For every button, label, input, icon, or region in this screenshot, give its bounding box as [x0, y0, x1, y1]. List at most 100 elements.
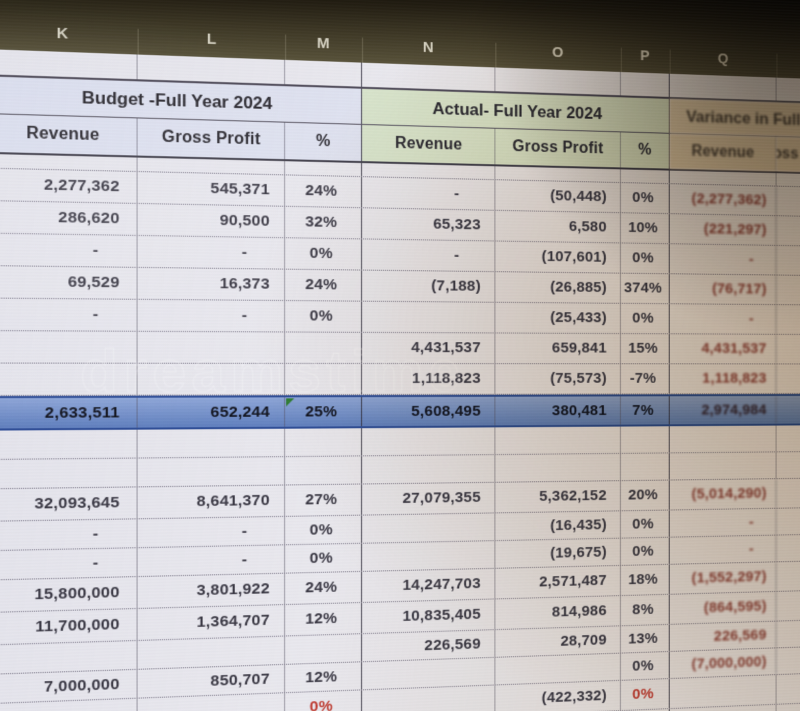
cell[interactable]: 11,700,000	[0, 609, 138, 645]
cell[interactable]: -	[0, 548, 138, 580]
cell[interactable]: 2,571,487	[495, 565, 621, 599]
cell[interactable]: (221,297)	[669, 214, 777, 245]
cell[interactable]: 0%	[285, 238, 363, 270]
cell[interactable]: 18%	[620, 564, 670, 596]
cell[interactable]	[620, 169, 670, 184]
cell[interactable]	[777, 508, 800, 534]
cell[interactable]: -	[137, 516, 286, 548]
cell[interactable]: 0%	[285, 515, 363, 545]
cell[interactable]	[285, 456, 363, 485]
cell[interactable]	[777, 703, 800, 711]
cell[interactable]: (2,277,362)	[669, 184, 777, 216]
cell[interactable]: 27,079,355	[362, 482, 496, 515]
cell[interactable]: 226,569	[669, 621, 777, 651]
subheader-cell[interactable]: Gross Profit	[137, 118, 286, 160]
cell[interactable]	[0, 640, 138, 674]
cell[interactable]: -	[0, 298, 138, 331]
cell[interactable]: 7%	[620, 396, 670, 425]
cell[interactable]: 25%	[285, 397, 363, 427]
cell[interactable]: 15,800,000	[0, 577, 138, 612]
subheader-cell[interactable]: %	[620, 132, 670, 169]
cell[interactable]	[777, 647, 800, 674]
cell[interactable]	[777, 535, 800, 562]
column-header-N[interactable]: N	[422, 38, 435, 57]
section-header-variance[interactable]: Variance in Full	[669, 98, 800, 138]
cell[interactable]	[777, 78, 800, 102]
cell[interactable]: 65,323	[362, 208, 496, 241]
cell[interactable]	[777, 173, 800, 186]
cell[interactable]: (19,675)	[495, 538, 621, 568]
cell[interactable]: 286,620	[0, 201, 138, 235]
cell[interactable]: -	[669, 244, 777, 275]
cell[interactable]: 7,000,000	[0, 669, 138, 704]
cell[interactable]: (107,601)	[495, 241, 621, 273]
subheader-cell[interactable]: Revenue	[669, 133, 777, 172]
cell[interactable]: 659,841	[495, 333, 621, 364]
cell[interactable]: 2,633,511	[0, 397, 138, 429]
cell[interactable]: 545,371	[137, 172, 286, 206]
cell[interactable]	[777, 216, 800, 245]
cell[interactable]: 24%	[285, 269, 363, 301]
cell[interactable]: 32,093,645	[0, 487, 138, 521]
cell[interactable]	[285, 363, 363, 395]
cell[interactable]	[0, 429, 138, 459]
cell[interactable]	[620, 71, 670, 97]
cell[interactable]	[285, 332, 363, 363]
cell[interactable]	[137, 457, 286, 487]
cell[interactable]	[495, 453, 621, 482]
cell[interactable]: 8%	[620, 594, 670, 626]
cell[interactable]: 0%	[620, 183, 670, 214]
cell[interactable]	[495, 653, 621, 685]
cell[interactable]	[777, 396, 800, 424]
cell[interactable]: (1,552,297)	[669, 562, 777, 594]
cell[interactable]	[495, 67, 621, 96]
column-header-O[interactable]: O	[552, 43, 565, 62]
cell[interactable]: 374%	[620, 273, 670, 304]
cell[interactable]	[777, 335, 800, 364]
cell[interactable]	[362, 427, 496, 456]
cell[interactable]: (26,885)	[495, 272, 621, 303]
cell[interactable]	[137, 636, 286, 669]
cell[interactable]: -	[669, 304, 777, 334]
cell[interactable]: (422,332)	[495, 680, 621, 711]
column-header-K[interactable]: K	[56, 24, 70, 43]
cell[interactable]	[669, 425, 777, 453]
cell[interactable]: 24%	[285, 175, 363, 208]
cell[interactable]: (25,433)	[495, 302, 621, 334]
cell[interactable]: 0%	[620, 679, 670, 711]
subheader-cell[interactable]: Gross Profit	[495, 128, 621, 168]
cell[interactable]: 12%	[285, 603, 363, 636]
cell[interactable]: 2,277,362	[0, 168, 138, 203]
cell[interactable]	[669, 73, 777, 101]
cell[interactable]: 1,118,823	[362, 363, 496, 395]
cell[interactable]	[362, 301, 496, 333]
cell[interactable]: -	[362, 239, 496, 272]
cell[interactable]: 32%	[285, 206, 363, 239]
cell[interactable]: 27%	[285, 484, 363, 516]
cell[interactable]: -7%	[620, 364, 670, 394]
cell[interactable]: 0%	[620, 651, 670, 680]
cell[interactable]: -	[0, 519, 138, 551]
cell[interactable]: 0%	[620, 537, 670, 565]
subheader-cell[interactable]: Gross Profit	[776, 136, 800, 173]
cell[interactable]: (7,000,000)	[669, 648, 777, 679]
cell[interactable]: -	[362, 177, 496, 210]
cell[interactable]: 0%	[620, 303, 670, 334]
cell[interactable]	[137, 331, 286, 363]
cell[interactable]: -	[137, 299, 286, 332]
cell[interactable]: 6,580	[495, 210, 621, 243]
cell[interactable]: 69,529	[0, 266, 138, 299]
cell[interactable]	[285, 161, 363, 177]
cell[interactable]: -	[669, 508, 777, 537]
cell[interactable]: -	[669, 535, 777, 564]
cell[interactable]	[669, 452, 777, 480]
subheader-cell[interactable]: Revenue	[0, 114, 138, 156]
cell[interactable]	[620, 426, 670, 453]
cell[interactable]: 0%	[285, 543, 363, 573]
cell[interactable]	[0, 458, 138, 489]
cell[interactable]	[137, 428, 286, 458]
cell[interactable]: 850,707	[137, 664, 286, 698]
cell[interactable]	[362, 657, 496, 690]
cell[interactable]	[285, 59, 363, 87]
cell[interactable]: 90,500	[137, 203, 286, 238]
